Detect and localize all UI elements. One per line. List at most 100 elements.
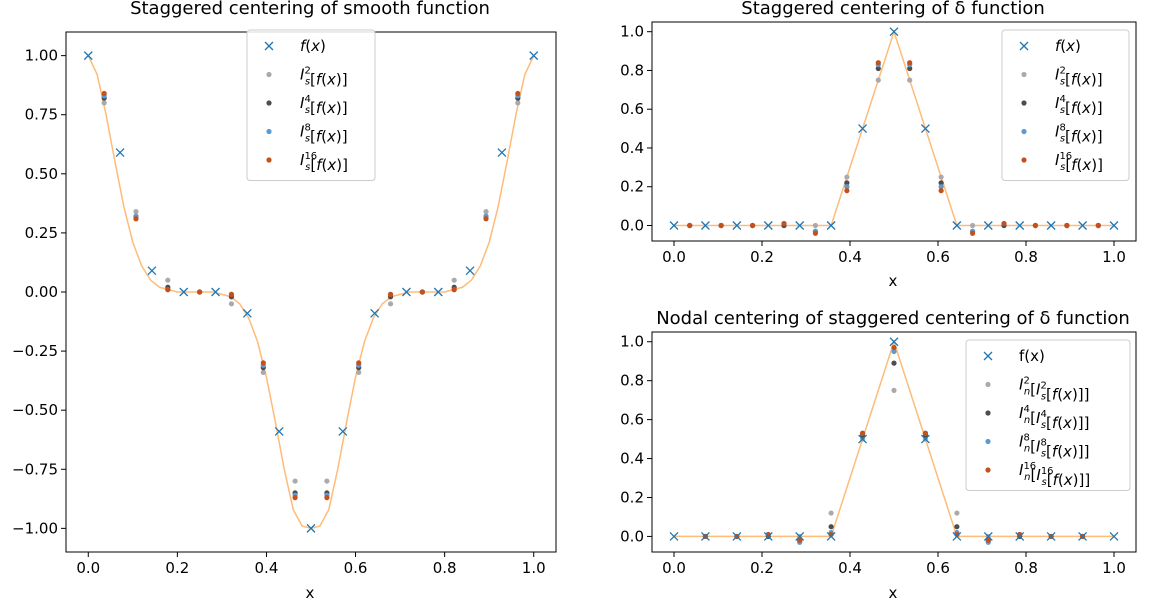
x-tick-label: 0.2 [165, 559, 189, 577]
data-point [952, 221, 962, 230]
data-point [795, 221, 805, 230]
data-point [370, 308, 380, 318]
data-point [844, 184, 850, 190]
data-point [969, 230, 976, 236]
data-point [101, 100, 107, 106]
data-point [889, 337, 899, 347]
y-tick-label: 1.0 [620, 23, 644, 41]
x-axis-label-nodal-delta: x [889, 584, 898, 602]
y-tick-label: −0.50 [12, 401, 58, 419]
data-point [433, 287, 443, 297]
data-point [402, 287, 411, 297]
legend-label: I16 s[f(x)] [1055, 151, 1103, 174]
data-point [306, 523, 316, 533]
legend-frame [965, 339, 1131, 491]
data-point [451, 277, 457, 283]
data-point [952, 531, 962, 541]
data-point [115, 148, 125, 158]
data-point [1064, 222, 1070, 229]
panel-smooth-function: Staggered centering of smooth function x… [12, 0, 557, 602]
y-tick-label: 0.00 [25, 283, 58, 301]
data-point [1046, 531, 1056, 541]
data-point [938, 188, 944, 194]
data-point [858, 124, 868, 134]
data-point [179, 287, 189, 297]
data-point [356, 369, 362, 375]
x-tick-label: 0.6 [926, 248, 950, 266]
data-point [954, 524, 960, 530]
data-point [891, 344, 897, 351]
legend-marker [266, 128, 272, 135]
data-point [732, 531, 742, 541]
data-point [828, 510, 834, 516]
data-point [324, 495, 330, 501]
data-point [1046, 221, 1056, 230]
data-point [812, 222, 819, 229]
legend-marker [1021, 157, 1027, 163]
data-point [133, 209, 139, 215]
legend-label: I8 n[I8 s[f(x)]] [1019, 433, 1090, 461]
legend-marker [1021, 71, 1027, 78]
plot-frame [651, 21, 1137, 242]
data-point [875, 60, 881, 66]
y-tick-label: 0.6 [620, 100, 644, 118]
chart-title-nodal-delta: Nodal centering of staggered centering o… [656, 308, 1130, 329]
data-point [483, 216, 489, 222]
y-tick-label: 0.25 [25, 224, 58, 242]
x-tick-label: 0.0 [76, 559, 100, 577]
data-point [732, 221, 742, 230]
series-fx [669, 337, 1119, 541]
data-point [859, 430, 866, 436]
data-point [763, 531, 773, 541]
legend-marker [983, 351, 993, 361]
data-point [147, 266, 157, 276]
legend: f(x) I2 s[f(x)] I4 s[f(x)] I8 s[f(x)] I16 s[f(x)… [1001, 29, 1130, 181]
data-point [1078, 221, 1088, 230]
data-point [922, 430, 929, 436]
data-point [826, 531, 836, 541]
legend-marker [985, 381, 991, 388]
data-point [274, 426, 284, 436]
legend-label: I4 s[f(x)] [1055, 94, 1103, 117]
x-tick-label: 0.0 [662, 559, 686, 577]
data-point [938, 184, 944, 190]
data-point [211, 287, 220, 297]
data-point [387, 301, 394, 307]
series-fx [669, 27, 1119, 230]
data-point [529, 51, 539, 61]
data-point [795, 531, 805, 541]
data-point [228, 291, 235, 297]
data-point [242, 308, 252, 318]
y-tick-label: 0.8 [620, 372, 644, 390]
data-point [324, 478, 330, 484]
legend-marker [985, 438, 991, 445]
y-tick-label: 0.2 [620, 488, 644, 506]
data-point [844, 180, 850, 186]
data-point [669, 221, 679, 230]
y-tick-label: 0.4 [620, 139, 644, 157]
y-tick-label: 0.75 [25, 106, 58, 124]
legend-marker [1019, 41, 1029, 51]
y-tick-label: 0.6 [620, 411, 644, 429]
data-point [828, 524, 834, 530]
data-point [969, 222, 976, 229]
data-point [907, 60, 913, 66]
axes: 0.0 0.2 0.4 0.6 0.8 1.0 0.0 0.2 0.4 0.6 0.8 1.0 [620, 23, 1126, 266]
data-point [781, 220, 787, 227]
data-point [812, 230, 819, 236]
data-point [451, 287, 457, 293]
x-tick-label: 0.6 [926, 559, 950, 577]
data-point [920, 434, 930, 444]
data-point [844, 174, 850, 180]
data-point [292, 495, 298, 501]
y-tick-label: 0.0 [620, 527, 644, 545]
legend-label: I8 s[f(x)] [1055, 123, 1103, 146]
legend-frame [1001, 29, 1130, 181]
chart-title-staggered-delta: Staggered centering of δ function [741, 0, 1044, 19]
data-point [338, 426, 348, 436]
x-tick-label: 0.0 [662, 248, 686, 266]
data-point [1109, 221, 1119, 230]
data-point [891, 348, 897, 355]
data-point [1095, 222, 1101, 229]
x-tick-label: 0.6 [344, 559, 368, 577]
